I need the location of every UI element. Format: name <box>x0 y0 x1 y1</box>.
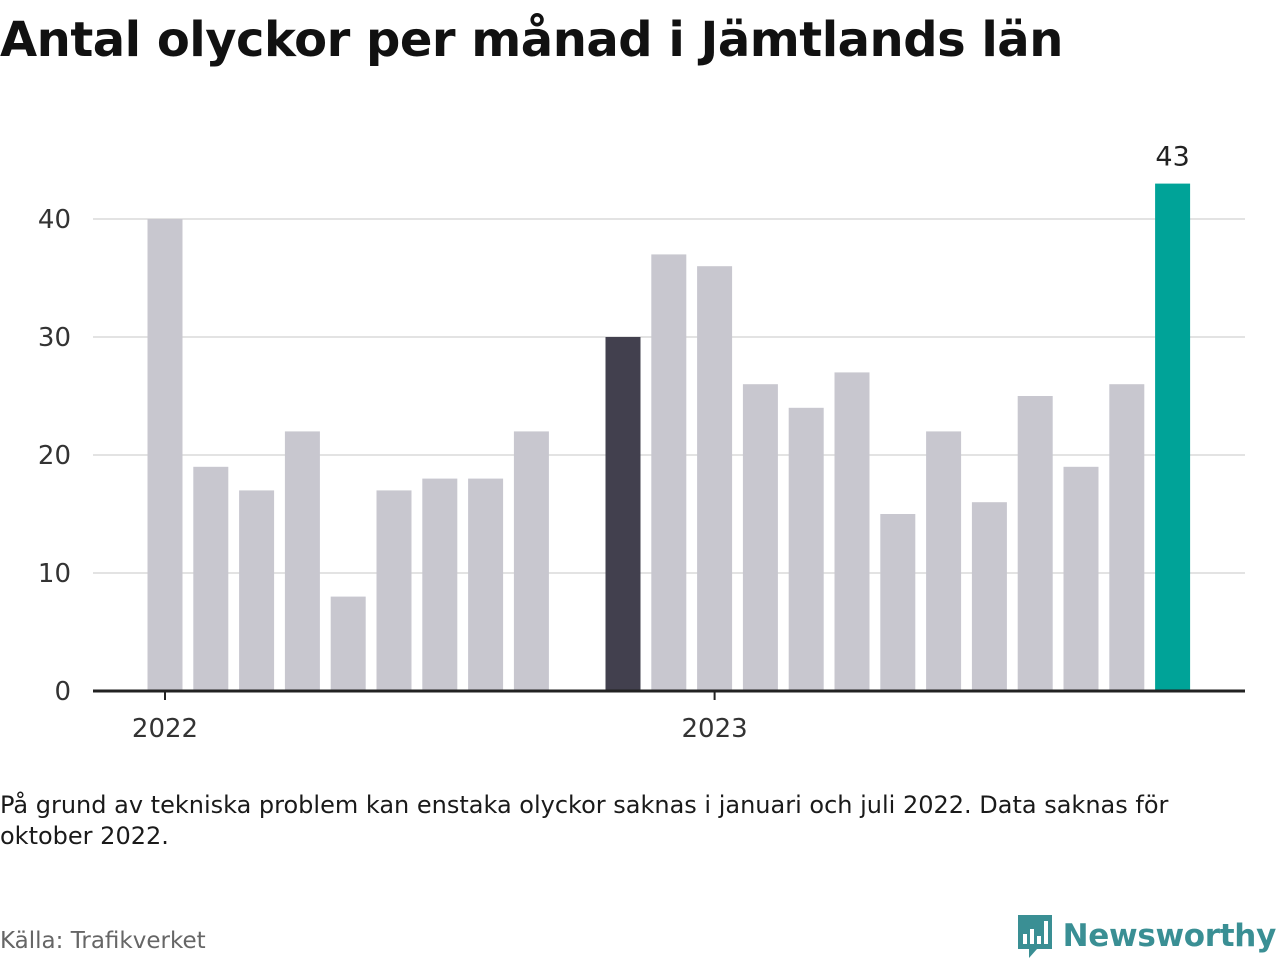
brand-name: Newsworthy <box>1062 918 1277 954</box>
bar-2022-11 <box>605 337 641 691</box>
data-labels: 43 <box>1155 142 1189 173</box>
newsworthy-logo-icon <box>1017 915 1052 958</box>
bar-2022-07 <box>422 478 458 691</box>
bar-2022-05 <box>330 596 366 691</box>
bar-2023-04 <box>834 372 870 691</box>
data-label: 43 <box>1155 142 1189 173</box>
bar-2023-11 <box>1155 183 1191 691</box>
bar-2022-02 <box>193 466 229 691</box>
x-tick-label: 2022 <box>132 714 198 744</box>
y-tick-label: 30 <box>38 323 71 353</box>
bar-2023-02 <box>742 384 778 691</box>
x-axis: 2022 2023 <box>93 689 1245 744</box>
brand-logo: Newsworthy <box>1015 912 1276 960</box>
chart-title: Antal olyckor per månad i Jämtlands län <box>0 12 1063 68</box>
chart-note: På grund av tekniska problem kan enstaka… <box>0 791 1169 850</box>
y-tick-label: 0 <box>54 677 71 707</box>
bar-2023-08 <box>1017 396 1053 691</box>
source-credit: Källa: Trafikverket <box>0 928 206 954</box>
bar-2023-10 <box>1109 384 1145 691</box>
bar-2023-03 <box>788 407 824 691</box>
y-tick-label: 40 <box>38 205 71 235</box>
bar-2022-08 <box>468 478 504 691</box>
bar-2022-09 <box>513 431 549 691</box>
bar-2022-12 <box>651 254 687 691</box>
bar-2022-01 <box>147 219 183 691</box>
y-tick-label: 10 <box>38 559 71 589</box>
bar-2023-06 <box>926 431 962 691</box>
bar-2023-05 <box>880 514 916 691</box>
x-tick-label: 2023 <box>682 714 748 744</box>
bar-2023-07 <box>971 502 1007 691</box>
y-axis: 0 10 20 30 40 <box>38 205 71 707</box>
bar-2023-09 <box>1063 466 1099 691</box>
bar-2022-03 <box>239 490 275 691</box>
y-tick-label: 20 <box>38 441 71 471</box>
bars <box>147 183 1191 691</box>
bar-chart: 0 10 20 30 40 2022 2023 43 <box>38 142 1245 744</box>
bar-2023-01 <box>697 266 733 691</box>
bar-2022-06 <box>376 490 412 691</box>
bar-2022-04 <box>284 431 320 691</box>
